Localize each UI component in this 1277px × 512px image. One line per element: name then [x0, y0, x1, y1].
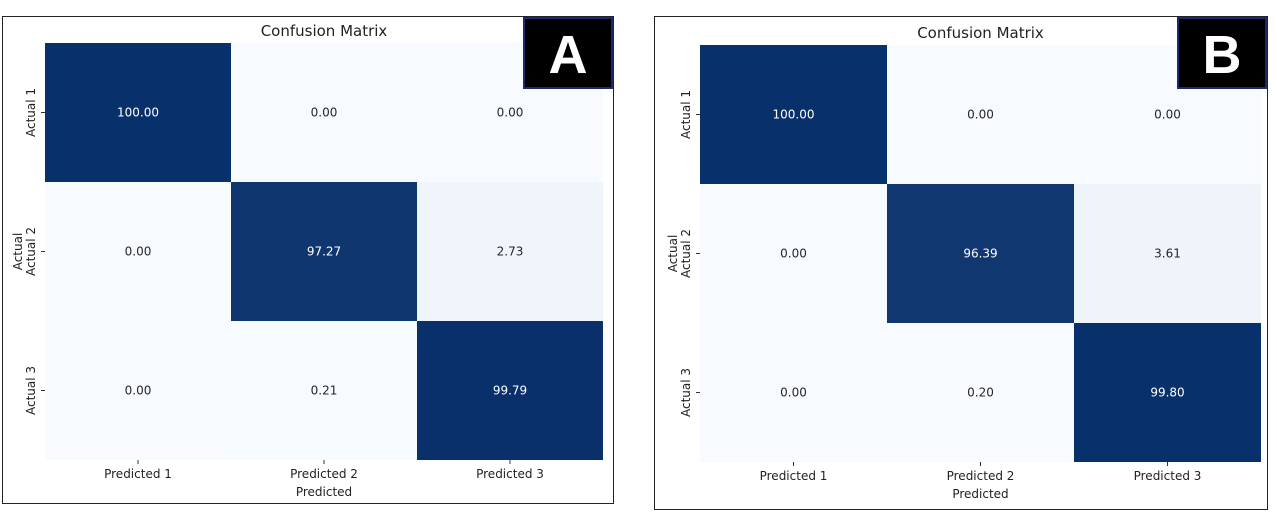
heatmap-cell-r2-c2 [231, 182, 417, 321]
x-axis-label: Predicted [296, 485, 352, 499]
heatmap-cell-r1-c2 [887, 45, 1074, 184]
y-tick-label: Actual 3 [679, 368, 693, 417]
heatmap-cell-r3-c2 [231, 321, 417, 460]
cell-value-label: 0.21 [311, 384, 338, 398]
cell-value-label: 0.00 [780, 386, 807, 400]
x-tick-label: Predicted 3 [476, 467, 544, 481]
cell-value-label: 0.00 [497, 106, 524, 120]
cell-value-label: 0.20 [967, 386, 994, 400]
heatmap-cell-r1-c2 [231, 43, 417, 182]
heatmap-cell-r1-c1 [700, 45, 887, 184]
cell-value-label: 0.00 [125, 384, 152, 398]
heatmap-cell-r2-c2 [887, 184, 1074, 323]
x-axis-label: Predicted [952, 487, 1008, 501]
y-tick-label: Actual 3 [24, 366, 38, 415]
heatmap-cell-r3-c2 [887, 323, 1074, 462]
heatmap-cell-r3-c1 [700, 323, 887, 462]
cell-value-label: 99.80 [1150, 386, 1184, 400]
cell-value-label: 2.73 [497, 245, 524, 259]
x-tick-label: Predicted 1 [104, 467, 172, 481]
chart-title: Confusion Matrix [261, 22, 388, 40]
heatmap-cell-r2-c1 [45, 182, 231, 321]
panel-label-b: B [1177, 17, 1267, 89]
x-tick-label: Predicted 1 [760, 469, 828, 483]
heatmap-b: Confusion Matrix 100.00 0.00 0.00 0.00 96.39 3… [666, 24, 1261, 501]
heatmap-cell-r2-c1 [700, 184, 887, 323]
heatmap-cell-r1-c1 [45, 43, 231, 182]
heatmap-cell-r2-c3 [417, 182, 603, 321]
chart-title: Confusion Matrix [917, 24, 1044, 42]
cell-value-label: 0.00 [1154, 108, 1181, 122]
cell-value-label: 0.00 [780, 247, 807, 261]
heatmap-cell-r2-c3 [1074, 184, 1261, 323]
y-tick-label: Actual 1 [679, 90, 693, 139]
y-tick-label: Actual 2 [24, 227, 38, 276]
cell-value-label: 96.39 [963, 247, 997, 261]
cell-value-label: 100.00 [773, 108, 815, 122]
chart-panel-b: Confusion Matrix 100.00 0.00 0.00 0.00 96.39 3… [654, 16, 1268, 510]
heatmap-cell-r3-c1 [45, 321, 231, 460]
x-tick-label: Predicted 2 [290, 467, 358, 481]
y-axis-label: Actual [666, 235, 680, 273]
cell-value-label: 100.00 [117, 106, 159, 120]
cell-value-label: 3.61 [1154, 247, 1181, 261]
y-tick-label: Actual 1 [24, 88, 38, 137]
cell-value-label: 99.79 [493, 384, 527, 398]
chart-panel-a: Confusion Matrix 100.00 0.00 0.00 0.00 97.27 2… [2, 16, 614, 504]
heatmap-cell-r3-c3 [417, 321, 603, 460]
x-tick-label: Predicted 2 [947, 469, 1015, 483]
cell-value-label: 97.27 [307, 245, 341, 259]
cell-value-label: 0.00 [311, 106, 338, 120]
y-axis-label: Actual [11, 233, 25, 271]
x-tick-label: Predicted 3 [1134, 469, 1202, 483]
y-tick-label: Actual 2 [679, 229, 693, 278]
heatmap-cell-r3-c3 [1074, 323, 1261, 462]
heatmap-a: Confusion Matrix 100.00 0.00 0.00 0.00 97.27 2… [11, 22, 603, 499]
cell-value-label: 0.00 [967, 108, 994, 122]
cell-value-label: 0.00 [125, 245, 152, 259]
panel-label-a: A [523, 17, 613, 89]
